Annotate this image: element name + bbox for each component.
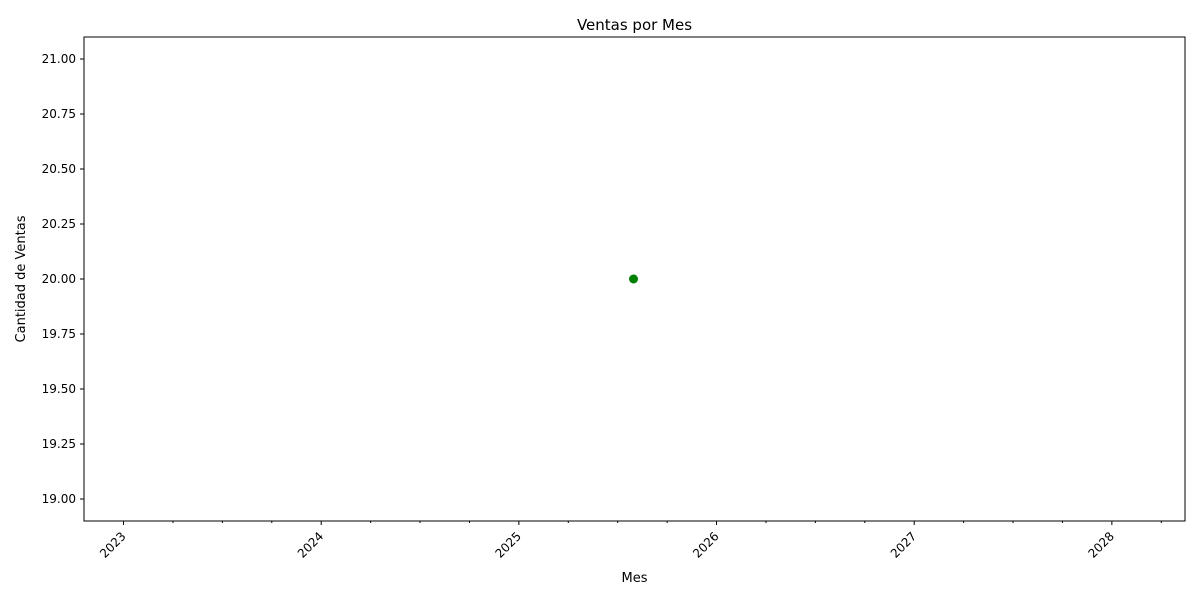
y-tick-label: 19.75 [42,327,76,341]
chart-title: Ventas por Mes [577,16,692,34]
y-tick-label: 20.25 [42,217,76,231]
x-axis-label: Mes [622,571,648,586]
y-tick-label: 20.50 [42,162,76,176]
data-point [629,274,639,284]
y-tick-label: 20.00 [42,272,76,286]
y-tick-label: 21.00 [42,52,76,66]
y-axis-label: Cantidad de Ventas [14,215,29,342]
y-tick-label: 19.50 [42,382,76,396]
y-tick-label: 20.75 [42,107,76,121]
y-axis: 19.00 19.25 19.50 19.75 20.00 20.25 20.50 20.75… [42,52,84,506]
y-tick-label: 19.25 [42,437,76,451]
y-tick-label: 19.00 [42,492,76,506]
plot-area [629,274,639,284]
